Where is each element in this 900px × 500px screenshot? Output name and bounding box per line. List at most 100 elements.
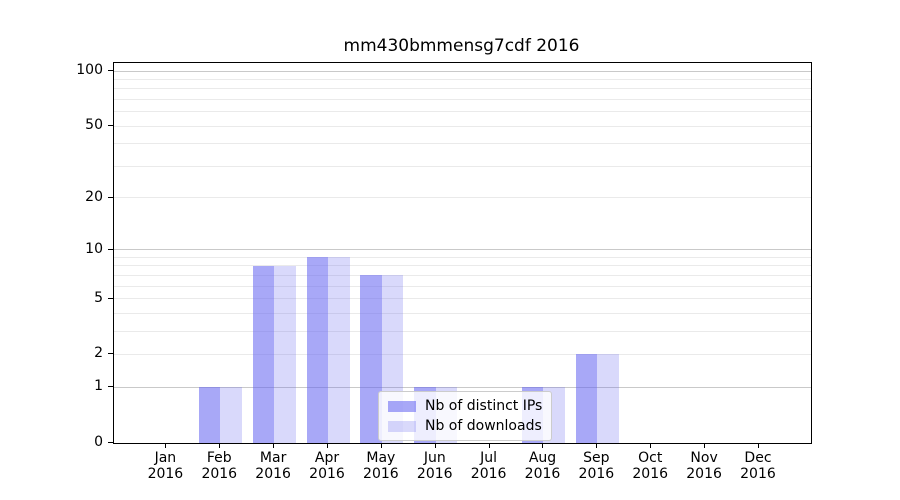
x-tick-label-apr: Apr 2016 xyxy=(295,450,359,482)
gridline-minor-60 xyxy=(114,111,811,113)
y-tick-label-5: 5 xyxy=(94,289,103,306)
x-tick-month: May xyxy=(366,450,396,466)
x-tick-jul xyxy=(488,443,490,448)
x-tick-year: 2016 xyxy=(363,466,399,482)
gridline-major-10 xyxy=(114,249,811,251)
bar-nb-of-distinct-ips-mar xyxy=(252,265,275,443)
x-tick-jun xyxy=(434,443,436,448)
x-tick-month: Oct xyxy=(638,450,663,466)
x-tick-year: 2016 xyxy=(470,466,507,482)
bar-nb-of-downloads-feb xyxy=(220,387,242,443)
x-tick-year: 2016 xyxy=(147,466,184,482)
x-tick-month: Aug xyxy=(528,450,557,466)
x-tick-month: Jul xyxy=(480,450,498,466)
gridline-minor-70 xyxy=(114,98,811,100)
x-tick-month: Mar xyxy=(259,450,287,466)
x-tick-label-feb: Feb 2016 xyxy=(187,450,251,482)
x-tick-month: Jan xyxy=(154,450,177,466)
x-tick-aug xyxy=(542,443,544,448)
x-tick-nov xyxy=(704,443,706,448)
x-tick-month: Apr xyxy=(314,450,340,466)
x-tick-year: 2016 xyxy=(686,466,722,482)
x-tick-label-may: May 2016 xyxy=(349,450,413,482)
bar-nb-of-downloads-apr xyxy=(328,257,350,443)
x-tick-mar xyxy=(273,443,275,448)
y-tick-100 xyxy=(108,70,113,71)
y-tick-50 xyxy=(108,125,113,127)
x-tick-month: Dec xyxy=(744,450,772,466)
x-tick-year: 2016 xyxy=(201,466,238,482)
y-tick-5 xyxy=(108,297,113,299)
gridline-minor-90 xyxy=(114,78,811,80)
gridline-minor-80 xyxy=(114,88,811,90)
gridline-minor-20 xyxy=(114,197,811,199)
y-tick-1 xyxy=(108,386,113,388)
x-tick-year: 2016 xyxy=(740,466,776,482)
x-tick-label-jun: Jun 2016 xyxy=(403,450,467,482)
gridline-minor-50 xyxy=(114,125,811,127)
x-tick-month: Nov xyxy=(690,450,718,466)
x-tick-year: 2016 xyxy=(309,466,345,482)
x-tick-label-nov: Nov 2016 xyxy=(672,450,736,482)
x-tick-month: Jun xyxy=(423,450,446,466)
legend-item-downloads: Nb of downloads xyxy=(388,418,542,434)
bar-nb-of-distinct-ips-may xyxy=(360,275,382,443)
gridline-minor-5 xyxy=(114,298,811,300)
y-tick-2 xyxy=(108,353,113,355)
legend-item-distinct-ips: Nb of distinct IPs xyxy=(388,398,542,414)
x-tick-label-aug: Aug 2016 xyxy=(510,450,574,482)
y-tick-label-100: 100 xyxy=(76,62,103,78)
x-tick-year: 2016 xyxy=(578,466,615,482)
y-tick-0 xyxy=(108,442,113,443)
x-tick-year: 2016 xyxy=(255,466,291,482)
x-tick-may xyxy=(380,443,382,448)
x-tick-month: Feb xyxy=(206,450,232,466)
x-tick-sep xyxy=(596,443,598,448)
x-tick-jan xyxy=(165,443,167,448)
legend-label-distinct-ips: Nb of distinct IPs xyxy=(425,398,543,414)
gridline-minor-2 xyxy=(114,353,811,355)
x-tick-label-sep: Sep 2016 xyxy=(564,450,628,482)
gridline-minor-6 xyxy=(114,285,811,287)
x-tick-year: 2016 xyxy=(632,466,669,482)
gridline-major-1 xyxy=(114,386,811,388)
y-tick-label-20: 20 xyxy=(85,188,103,205)
gridline-minor-3 xyxy=(114,330,811,332)
y-tick-20 xyxy=(108,196,113,198)
legend-label-downloads: Nb of downloads xyxy=(425,418,542,434)
y-tick-label-2: 2 xyxy=(94,345,103,362)
gridline-minor-4 xyxy=(114,312,811,314)
gridline-minor-7 xyxy=(114,274,811,276)
y-tick-10 xyxy=(108,248,113,250)
gridline-minor-8 xyxy=(114,265,811,267)
x-tick-dec xyxy=(757,443,759,448)
gridline-major-100 xyxy=(114,70,811,72)
y-tick-label-0: 0 xyxy=(94,434,103,450)
legend: Nb of distinct IPs Nb of downloads xyxy=(378,391,553,441)
gridline-minor-40 xyxy=(114,143,811,145)
legend-swatch-distinct-ips xyxy=(388,400,416,412)
legend-swatch-downloads xyxy=(388,420,416,432)
x-tick-label-jul: Jul 2016 xyxy=(457,450,521,482)
x-tick-label-dec: Dec 2016 xyxy=(726,450,790,482)
x-tick-label-mar: Mar 2016 xyxy=(241,450,305,482)
x-tick-year: 2016 xyxy=(524,466,561,482)
bar-nb-of-distinct-ips-sep xyxy=(575,354,598,443)
x-tick-label-oct: Oct 2016 xyxy=(618,450,682,482)
x-tick-year: 2016 xyxy=(416,466,453,482)
gridline-minor-30 xyxy=(114,165,811,167)
bar-nb-of-distinct-ips-feb xyxy=(198,387,221,443)
plot-area: Nb of distinct IPs Nb of downloads xyxy=(113,62,812,444)
x-tick-label-jan: Jan 2016 xyxy=(133,450,197,482)
bar-nb-of-downloads-mar xyxy=(274,265,296,443)
gridline-minor-9 xyxy=(114,256,811,258)
bar-nb-of-downloads-sep xyxy=(597,354,619,443)
x-tick-feb xyxy=(219,443,221,448)
bar-nb-of-distinct-ips-apr xyxy=(306,257,328,443)
chart-title: mm430bmmensg7cdf 2016 xyxy=(343,36,580,56)
y-tick-label-10: 10 xyxy=(85,240,103,257)
x-tick-apr xyxy=(327,443,328,448)
x-tick-month: Sep xyxy=(583,450,610,466)
y-tick-label-50: 50 xyxy=(85,117,103,134)
